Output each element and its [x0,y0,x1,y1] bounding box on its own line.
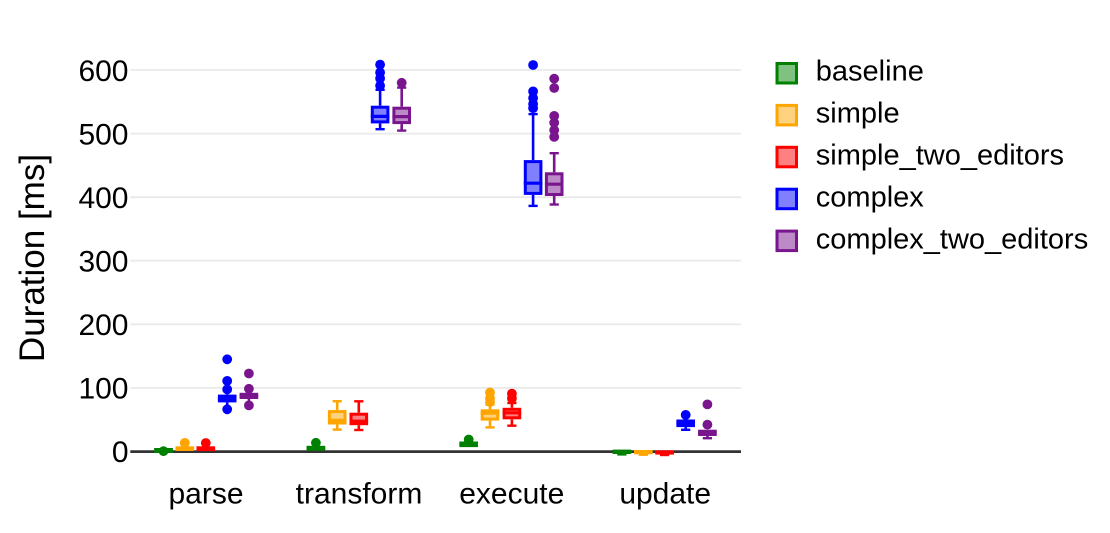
svg-text:0: 0 [112,436,129,469]
svg-text:update: update [619,478,711,511]
svg-text:parse: parse [168,478,243,511]
svg-text:simple: simple [816,98,900,130]
svg-text:100: 100 [78,373,128,406]
svg-text:200: 200 [78,309,128,342]
svg-text:execute: execute [459,478,564,511]
svg-text:300: 300 [78,246,128,279]
svg-text:complex_two_editors: complex_two_editors [816,223,1088,255]
svg-text:400: 400 [78,182,128,215]
svg-text:transform: transform [296,478,423,511]
svg-text:500: 500 [78,118,128,151]
svg-text:complex: complex [816,181,924,213]
svg-text:simple_two_editors: simple_two_editors [816,140,1064,172]
svg-text:baseline: baseline [816,56,924,88]
svg-text:600: 600 [78,55,128,88]
svg-text:Duration [ms]: Duration [ms] [13,154,52,362]
